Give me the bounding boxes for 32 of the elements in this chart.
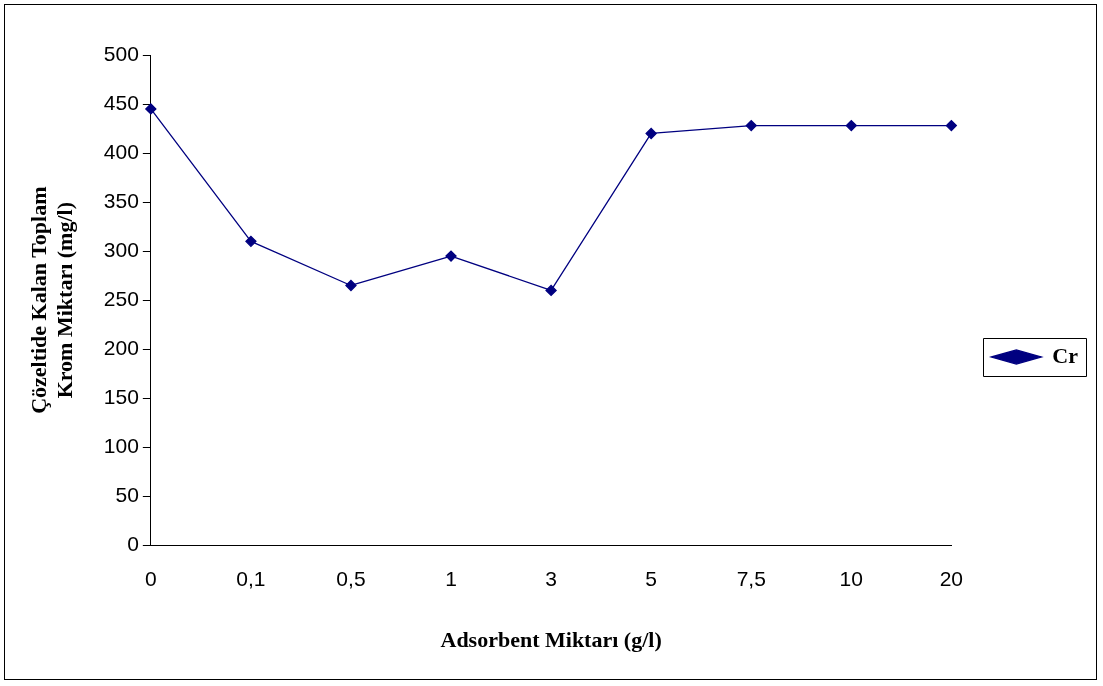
point <box>545 284 557 297</box>
y-axis-title: Çözeltide Kalan Toplam Krom Miktarı (mg/l) <box>25 186 78 414</box>
x-tick-label: 5 <box>645 566 657 590</box>
point <box>745 119 757 132</box>
y-tick-label: 100 <box>103 434 139 458</box>
point <box>345 279 357 292</box>
x-tick-label: 0,5 <box>336 566 366 590</box>
y-tick-label: 250 <box>103 287 139 310</box>
y-tick-label: 0 <box>127 532 139 556</box>
x-tick-label: 1 <box>445 566 457 590</box>
point <box>245 235 257 247</box>
point <box>645 127 657 140</box>
point <box>445 250 457 262</box>
y-tick-label: 400 <box>103 139 139 163</box>
y-tick-label: 200 <box>103 336 139 360</box>
x-tick-label: 7,5 <box>736 566 766 590</box>
x-tick-label: 10 <box>839 566 863 590</box>
point <box>945 119 957 132</box>
legend-label: Cr <box>1052 342 1079 368</box>
x-tick-label: 3 <box>545 566 557 590</box>
x-axis-title: Adsorbent Miktarı (g/l) <box>440 627 662 653</box>
y-tick-label: 450 <box>103 90 139 114</box>
x-tick-label: 0 <box>144 566 157 590</box>
x-tick-label: 20 <box>939 566 964 590</box>
point <box>845 119 857 132</box>
x-tick-label: 0,1 <box>236 566 266 590</box>
y-tick-label: 500 <box>103 41 139 65</box>
y-tick-label: 50 <box>115 483 139 507</box>
y-tick-label: 300 <box>103 237 139 261</box>
y-tick-label: 350 <box>103 188 139 212</box>
point <box>145 103 157 115</box>
y-tick-label: 150 <box>103 385 139 409</box>
